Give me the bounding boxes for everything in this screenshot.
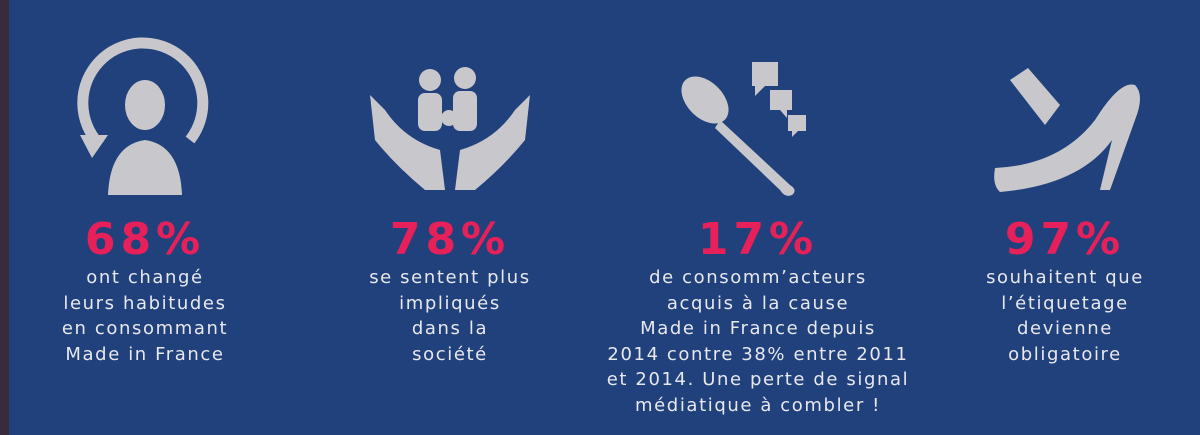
stat-text: obligatoire xyxy=(1008,343,1122,365)
stat-text: médiatique à combler ! xyxy=(635,394,881,416)
stat-column: 78% se sentent plus impliqués dans la sociét… xyxy=(270,215,630,367)
stat-text: en consommant xyxy=(61,318,229,339)
stat-text: souhaitent que xyxy=(986,267,1144,288)
stat-text: leurs habitudes xyxy=(63,292,227,314)
edge-strip xyxy=(0,0,9,435)
stat-percent: 17% xyxy=(697,214,819,265)
stat-percent: 78% xyxy=(389,214,511,265)
stat-column: 17% de consomm’acteurs acquis à la cause Ma… xyxy=(578,215,938,418)
stat-percent: 97% xyxy=(1004,214,1126,265)
stat-text: 2014 contre 38% entre 2011 xyxy=(607,343,909,365)
icon-hands-family xyxy=(370,67,530,190)
stat-text: dans la xyxy=(411,318,489,339)
icon-microphone xyxy=(681,62,806,196)
stat-column: 68% ont changé leurs habitudes en consomman… xyxy=(0,215,325,367)
stat-text: impliqués xyxy=(399,292,501,314)
stat-text: société xyxy=(412,343,488,365)
icon-shoe-tag xyxy=(994,68,1140,192)
stat-text: Made in France depuis xyxy=(640,318,876,339)
icon-person-cycle xyxy=(77,37,209,195)
stat-text: et 2014. Une perte de signal xyxy=(606,369,910,390)
stat-text: Made in France xyxy=(65,343,225,365)
stat-text: de consomm’acteurs xyxy=(649,267,867,288)
stat-text: l’étiquetage xyxy=(1001,292,1129,314)
stat-text: devienne xyxy=(1017,318,1113,339)
stat-percent: 68% xyxy=(84,214,206,265)
stat-column: 97% souhaitent que l’étiquetage devienne obl… xyxy=(885,215,1200,367)
stat-text: ont changé xyxy=(86,267,204,288)
stat-text: acquis à la cause xyxy=(666,292,850,314)
stat-text: se sentent plus xyxy=(369,267,531,288)
